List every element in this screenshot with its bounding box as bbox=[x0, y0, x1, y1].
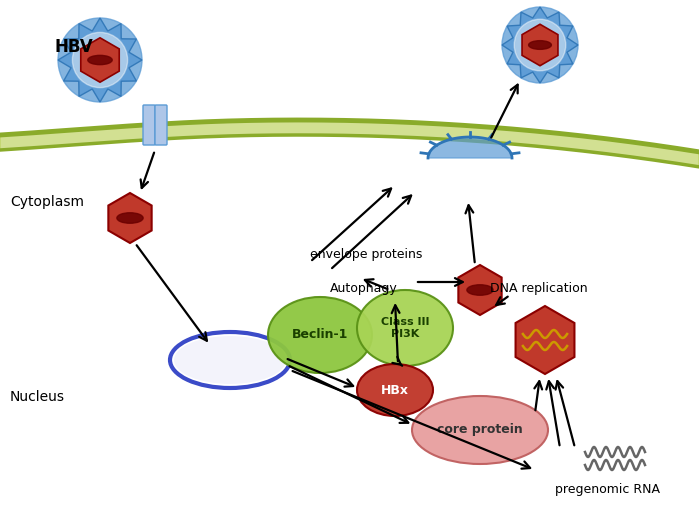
Ellipse shape bbox=[117, 213, 143, 223]
Ellipse shape bbox=[467, 285, 493, 295]
Circle shape bbox=[73, 32, 128, 88]
Circle shape bbox=[502, 7, 578, 83]
Ellipse shape bbox=[357, 290, 453, 366]
Text: HBx: HBx bbox=[381, 384, 409, 397]
Text: HBV: HBV bbox=[55, 38, 94, 56]
Ellipse shape bbox=[528, 41, 552, 49]
Text: Autophagy: Autophagy bbox=[330, 282, 398, 295]
Text: DNA replication: DNA replication bbox=[490, 282, 588, 295]
FancyBboxPatch shape bbox=[143, 105, 155, 145]
Polygon shape bbox=[522, 24, 558, 66]
Text: Beclin-1: Beclin-1 bbox=[291, 328, 348, 342]
Polygon shape bbox=[502, 7, 578, 83]
Polygon shape bbox=[58, 18, 142, 102]
Polygon shape bbox=[459, 265, 502, 315]
Text: envelope proteins: envelope proteins bbox=[310, 248, 422, 261]
Circle shape bbox=[514, 19, 565, 71]
Ellipse shape bbox=[170, 332, 290, 388]
FancyBboxPatch shape bbox=[155, 105, 167, 145]
Text: Cytoplasm: Cytoplasm bbox=[10, 195, 84, 209]
Polygon shape bbox=[108, 193, 152, 243]
Ellipse shape bbox=[88, 55, 113, 65]
Ellipse shape bbox=[412, 396, 548, 464]
Ellipse shape bbox=[174, 336, 286, 384]
Polygon shape bbox=[516, 306, 575, 374]
Text: pregenomic RNA: pregenomic RNA bbox=[555, 483, 660, 496]
Ellipse shape bbox=[357, 364, 433, 416]
Circle shape bbox=[58, 18, 142, 102]
Polygon shape bbox=[428, 137, 512, 158]
Text: Class III
PI3K: Class III PI3K bbox=[381, 317, 429, 339]
Text: Nucleus: Nucleus bbox=[10, 390, 65, 404]
Polygon shape bbox=[81, 38, 120, 82]
Text: core protein: core protein bbox=[437, 424, 523, 437]
Ellipse shape bbox=[268, 297, 372, 373]
